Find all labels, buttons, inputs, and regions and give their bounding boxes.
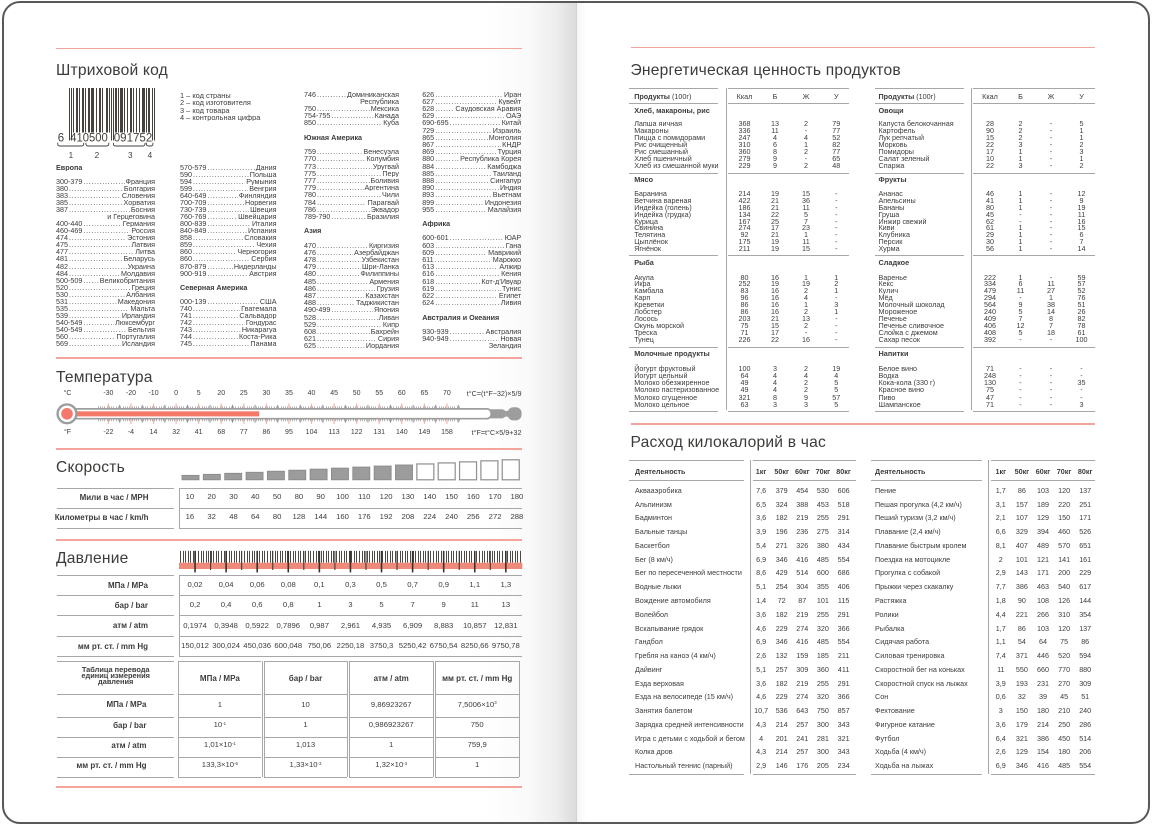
svg-text:410500: 410500 — [70, 132, 108, 144]
svg-text:4: 4 — [148, 151, 153, 160]
svg-text:6: 6 — [58, 132, 64, 144]
svg-text:091752: 091752 — [114, 132, 153, 144]
svg-text:1: 1 — [69, 151, 74, 160]
svg-text:3: 3 — [128, 151, 133, 160]
svg-text:2: 2 — [95, 151, 100, 160]
